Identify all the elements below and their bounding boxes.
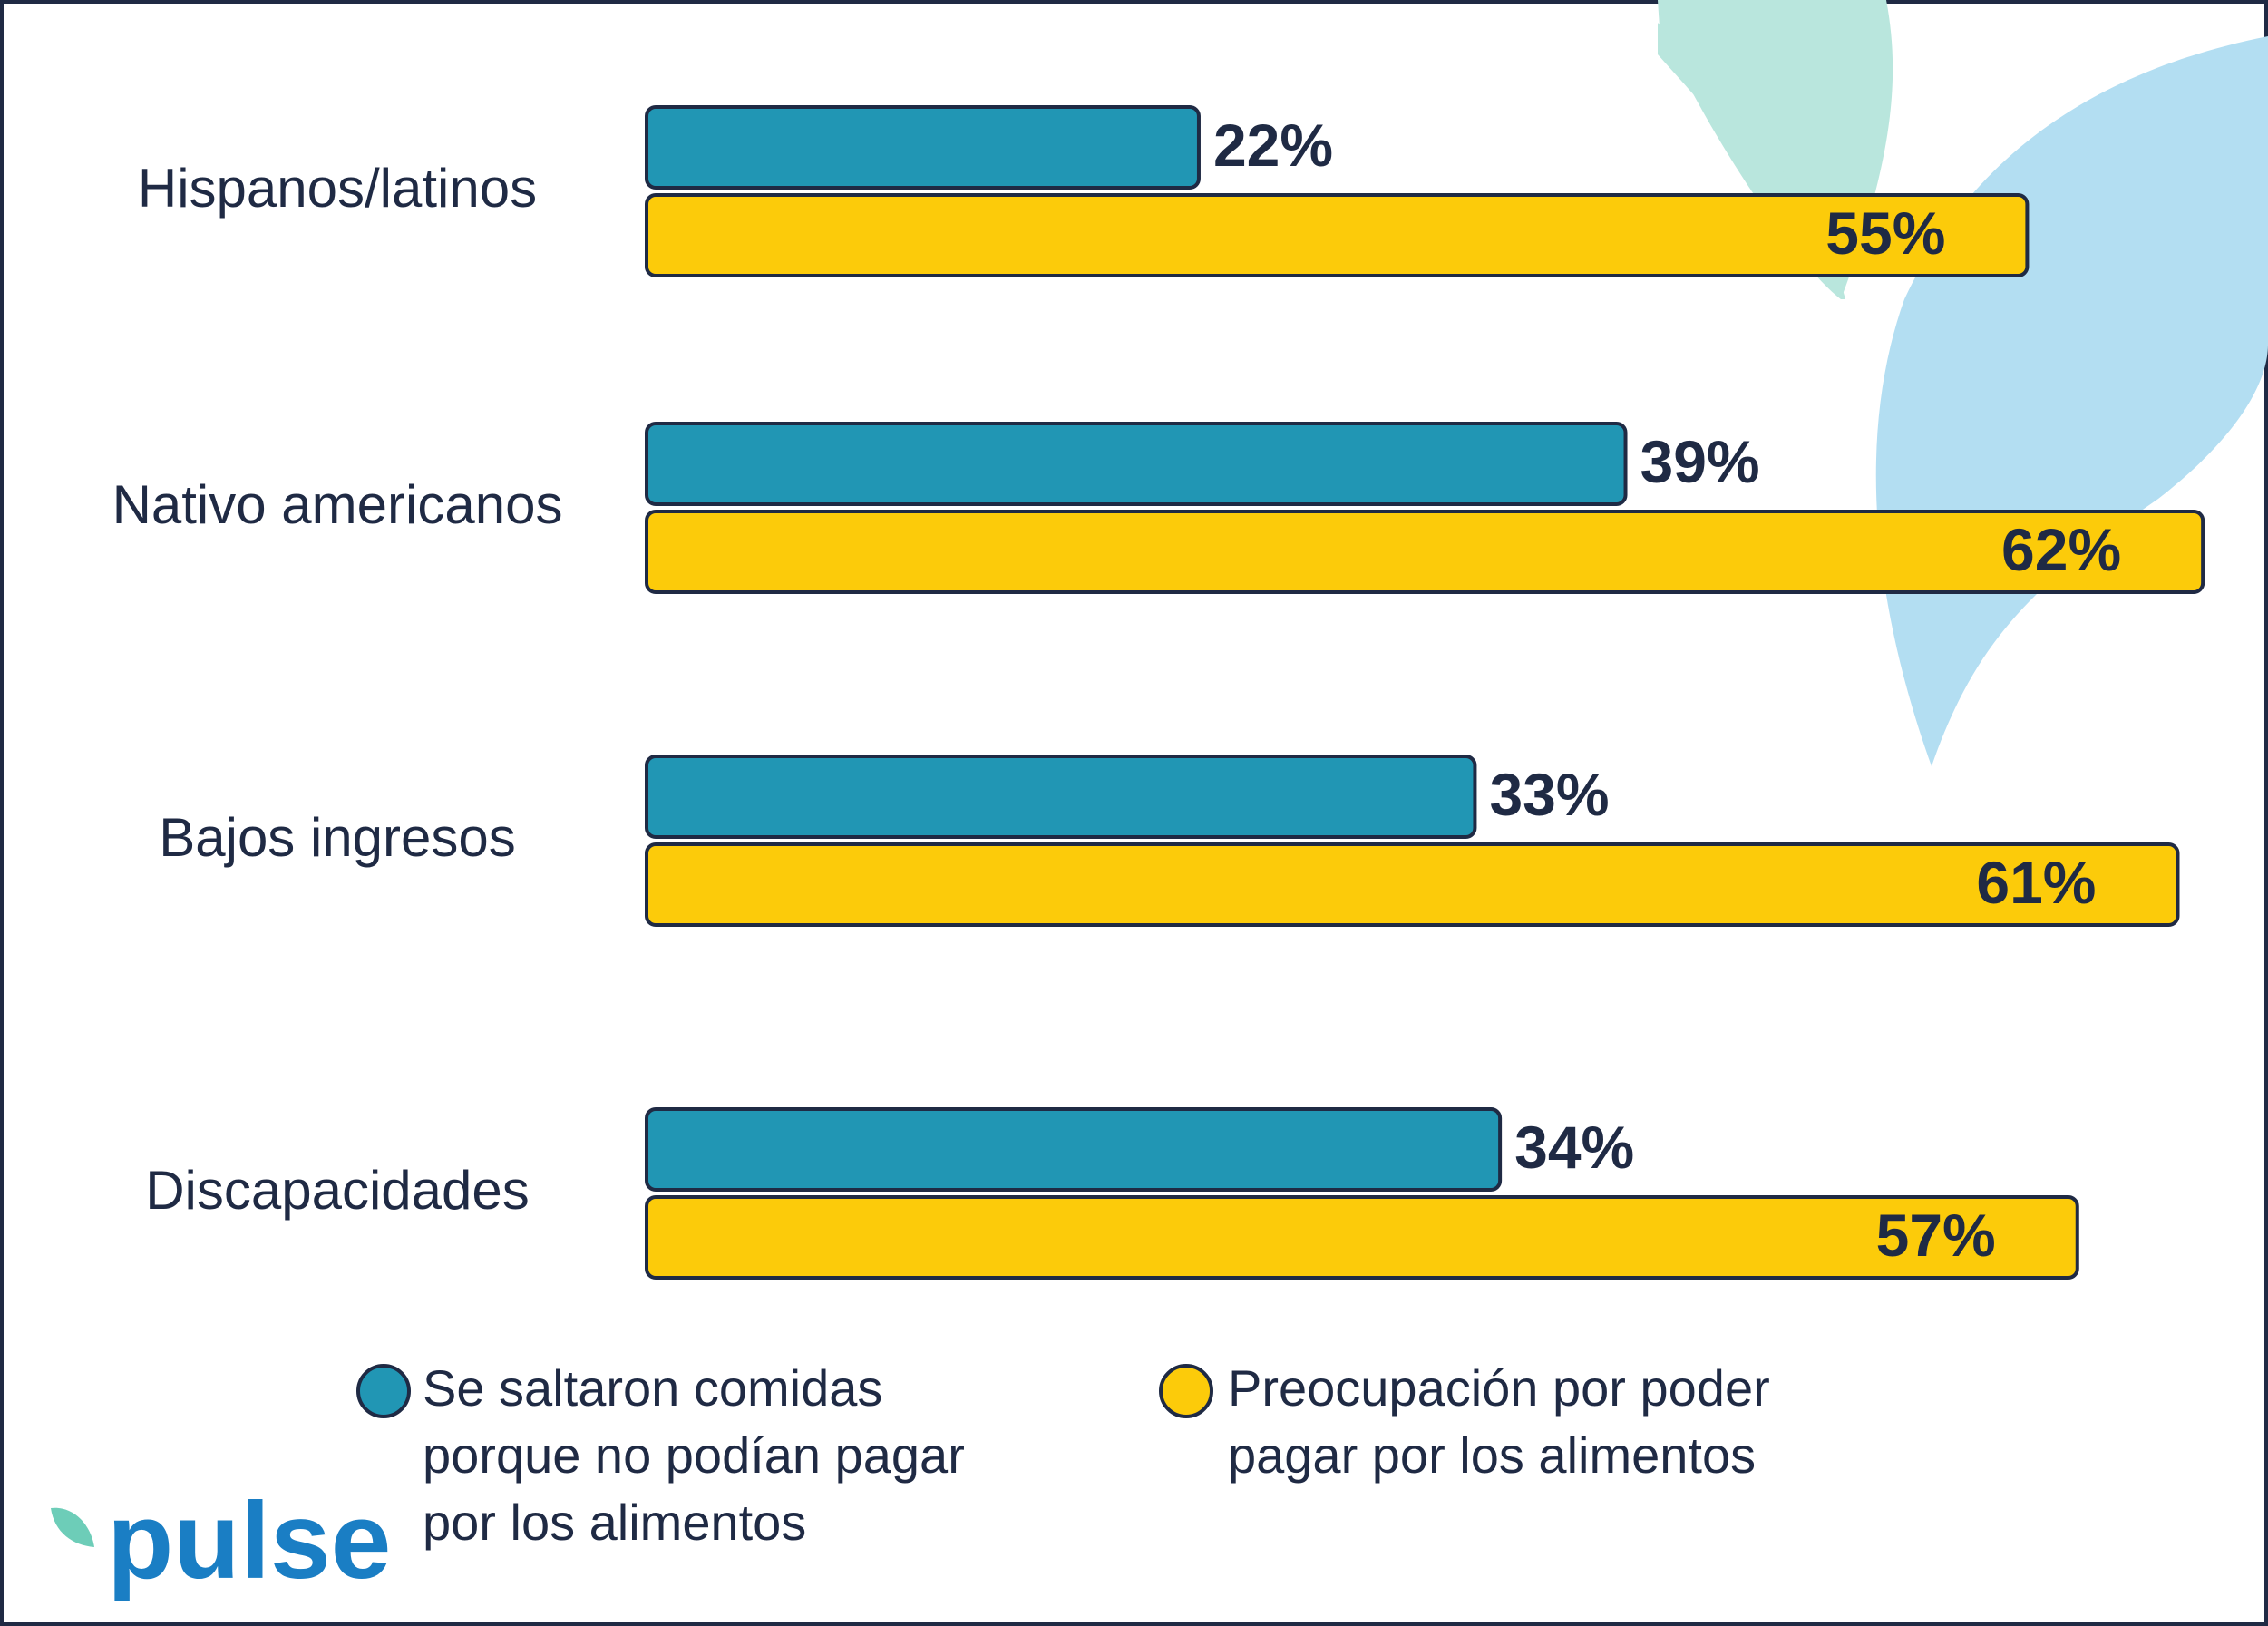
- bar: [645, 422, 1628, 506]
- value-label: 22%: [1213, 112, 1333, 179]
- value-label: 39%: [1640, 428, 1760, 495]
- bar: [645, 1195, 2079, 1280]
- value-label: 61%: [1976, 849, 2096, 916]
- bar: [645, 842, 2180, 927]
- bar: [645, 193, 2030, 277]
- logo-text: pulse: [107, 1480, 391, 1602]
- bar: [645, 755, 1477, 839]
- logo-leaf: [51, 1507, 94, 1547]
- legend-label: Se saltaron comidas porque no podían pag…: [423, 1359, 965, 1551]
- category-label: Hispanos/latinos: [138, 158, 537, 219]
- category-label: Discapacidades: [145, 1160, 530, 1221]
- legend-swatch: [1159, 1364, 1213, 1418]
- category-label: Bajos ingresos: [159, 807, 516, 868]
- bar: [645, 1107, 1503, 1192]
- value-label: 34%: [1514, 1114, 1634, 1181]
- leaf-decoration: [1658, 23, 1845, 299]
- category-label: Nativo americanos: [112, 474, 563, 535]
- bar: [645, 510, 2205, 594]
- bar: [645, 105, 1201, 190]
- value-label: 62%: [2001, 516, 2121, 583]
- legend-swatch: [356, 1364, 411, 1418]
- logo: pulse: [51, 1480, 391, 1602]
- legend-label: Preocupación por poder pagar por los ali…: [1228, 1359, 1770, 1484]
- value-label: 33%: [1489, 761, 1609, 828]
- value-label: 55%: [1825, 200, 1945, 267]
- value-label: 57%: [1876, 1202, 1996, 1269]
